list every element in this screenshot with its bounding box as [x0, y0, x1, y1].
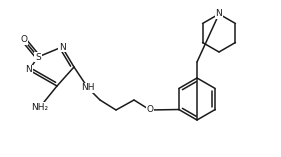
- Text: N: N: [216, 10, 222, 19]
- Text: N: N: [26, 65, 32, 75]
- Text: O: O: [146, 106, 153, 114]
- Text: NH₂: NH₂: [31, 103, 49, 111]
- Text: S: S: [35, 52, 41, 62]
- Text: NH: NH: [81, 84, 95, 92]
- Text: N: N: [59, 43, 65, 51]
- Text: O: O: [21, 35, 28, 44]
